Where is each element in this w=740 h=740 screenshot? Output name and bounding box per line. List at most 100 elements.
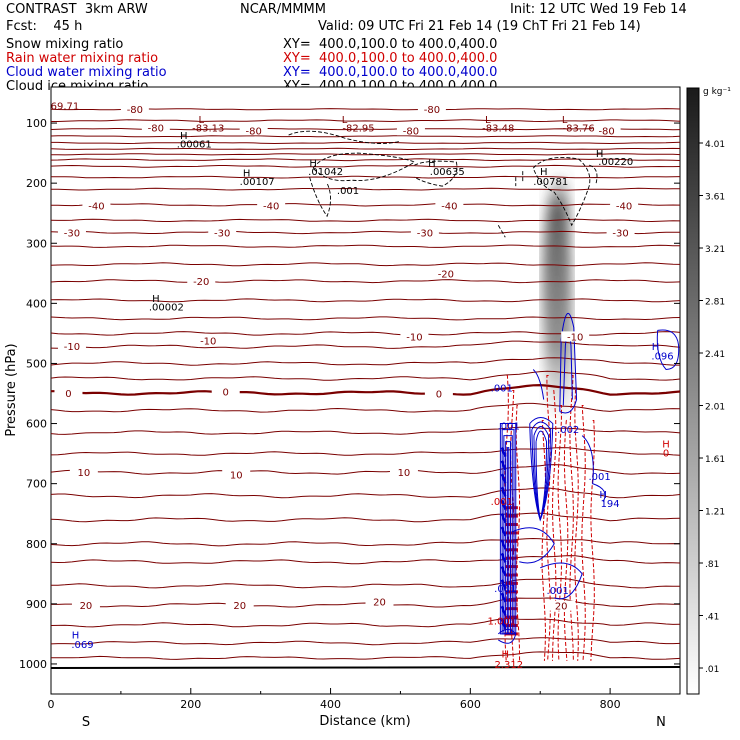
isotherm-line — [51, 316, 680, 321]
isotherm-label: -20 — [193, 277, 209, 288]
extrema-label: H — [652, 342, 660, 353]
rain-contour — [563, 419, 569, 661]
extrema-label: -82.95 — [342, 123, 374, 134]
isotherm-line — [51, 340, 680, 349]
colorbar-label: 3.21 — [705, 245, 725, 255]
extrema-label: L — [342, 115, 348, 126]
extrema-label: .00002 — [149, 302, 184, 313]
isotherm-label: -80 — [403, 126, 419, 137]
isotherm-line — [51, 464, 680, 475]
extrema-label: .001 — [498, 421, 520, 432]
isotherm-label-bg — [365, 596, 394, 607]
isotherm-line — [51, 262, 680, 267]
extrema-label: H — [72, 631, 80, 642]
field-xy-rain: XY= 400.0,100.0 to 400.0,400.0 — [283, 51, 498, 66]
isotherm-line — [51, 175, 680, 179]
cloud-water-contour-dense — [500, 605, 507, 616]
cloud-water-contour — [532, 369, 545, 400]
isotherm-label-bg — [141, 122, 170, 133]
isotherm-label-bg — [610, 200, 639, 211]
isotherm-label-bg — [239, 125, 268, 136]
isotherm-label-bg — [257, 200, 286, 211]
isotherm-line — [51, 108, 680, 111]
isotherm-label-bg — [592, 125, 621, 136]
isotherm-label-bg — [396, 125, 425, 136]
y-tick-label: 600 — [26, 418, 47, 431]
isotherm-label: -80 — [598, 126, 614, 137]
model-title: CONTRAST 3km ARW — [6, 2, 148, 17]
x-tick-label: 0 — [48, 698, 55, 711]
isotherm-label: 10 — [230, 471, 243, 482]
isotherm-label-bg — [389, 467, 418, 478]
extrema-label: H — [180, 131, 188, 142]
extrema-label: .001 — [491, 383, 513, 394]
cloud-ice-contours — [288, 130, 598, 238]
extrema-label: 1.001 — [487, 617, 516, 628]
extrema-label: L — [198, 115, 204, 126]
isotherm-label: -40 — [616, 201, 632, 212]
isotherm-line — [51, 383, 680, 396]
ice-contour — [497, 225, 506, 238]
extrema-label: 69.71 — [51, 102, 80, 113]
y-tick-label: 500 — [26, 357, 47, 370]
cloud-water-contours — [497, 313, 680, 644]
isotherm-label-bg — [417, 104, 446, 115]
cloud-water-contour — [512, 527, 555, 564]
y-tick-label: 900 — [26, 598, 47, 611]
isotherm-line — [51, 555, 680, 565]
valid-time: Valid: 09 UTC Fri 21 Feb 14 (19 ChT Fri … — [318, 19, 641, 34]
cloud-water-contour — [535, 430, 548, 520]
field-name-snow: Snow mixing ratio — [6, 37, 124, 52]
isotherm-label-bg — [410, 227, 439, 238]
isotherm-line — [51, 158, 680, 162]
isotherm-label: -80 — [127, 105, 143, 116]
cloud-water-contour-dense — [500, 552, 507, 563]
extrema-label: 0 — [663, 448, 669, 459]
isotherm-line — [51, 187, 680, 191]
cloud-water-contour — [503, 435, 513, 635]
isotherm-label-bg — [54, 387, 83, 398]
extrema-label: H — [502, 650, 510, 661]
isotherm-line — [51, 203, 680, 207]
extrema-label: .00107 — [240, 177, 275, 188]
isotherm-label: 10 — [398, 468, 411, 479]
cloud-water-contour-dense — [500, 460, 507, 471]
extrema-label: L — [485, 115, 491, 126]
extrema-label: H — [662, 439, 670, 450]
isotherm-label-bg — [211, 386, 240, 397]
cloud-water-contour — [505, 441, 512, 635]
isotherm-label: 20 — [80, 601, 93, 612]
isotherm-line — [51, 153, 680, 156]
isotherm-label: -80 — [246, 126, 262, 137]
y-axis-label: Pressure (hPa) — [4, 343, 19, 436]
ice-contour — [312, 152, 416, 182]
isotherm-line — [51, 512, 680, 523]
isotherm-label: 20 — [373, 597, 386, 608]
isotherm-label: 0 — [223, 388, 229, 399]
isotherm-line — [51, 651, 680, 660]
isotherm-label: 20 — [555, 602, 568, 613]
extrema-label: H — [152, 294, 160, 305]
isotherm-line — [51, 577, 680, 589]
cloud-water-contour-dense — [500, 486, 507, 497]
colorbar: g kg⁻¹ 4.01 3.61 3.21 2.81 2.41 2.01 1.61 1.21.… — [686, 87, 731, 695]
colorbar-label: .81 — [705, 560, 719, 570]
cloud-water-contour — [497, 628, 517, 644]
rain-contour — [551, 390, 557, 661]
ice-contour — [288, 130, 401, 144]
isotherm-label: -10 — [406, 332, 422, 343]
isotherm-label: -10 — [200, 337, 216, 348]
isotherm-line — [51, 298, 680, 303]
extrema-label: -83.13 — [192, 123, 224, 134]
cloud-water-contour-dense — [500, 579, 507, 590]
isotherm-label: -80 — [148, 123, 164, 134]
colorbar-label: .41 — [705, 613, 719, 623]
field-xy-cloud-water: XY= 400.0,100.0 to 400.0,400.0 — [283, 65, 498, 80]
isotherm-label: -40 — [441, 201, 457, 212]
isotherm-line — [51, 164, 680, 168]
x-tick-label: 400 — [320, 698, 341, 711]
isotherm-label: -10 — [64, 342, 80, 353]
extrema-label: .00220 — [598, 157, 633, 168]
isotherm-line — [51, 244, 680, 248]
